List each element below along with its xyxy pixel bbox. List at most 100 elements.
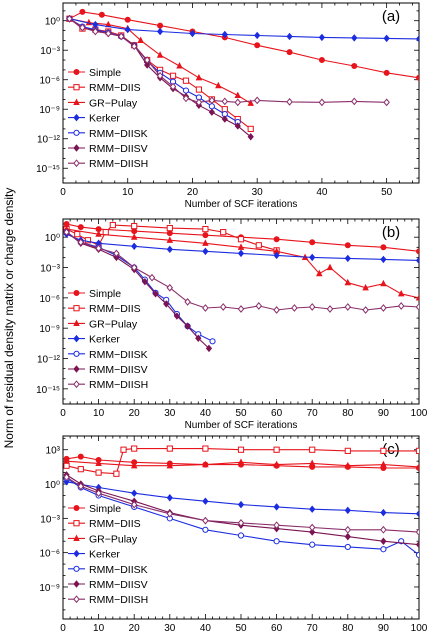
panel-b-series-rmm-diish-point <box>148 273 156 282</box>
panel-a-series-gr-pulay-point <box>247 99 254 106</box>
panel-a-series-rmm-diis-point <box>247 125 254 133</box>
panel-b-series-gr-pulay-point <box>202 239 209 246</box>
panel-c-series-rmm-diis-point <box>415 447 419 454</box>
panel-b-series-rmm-diis-point <box>220 229 227 236</box>
panel-c-xtick-label: 0 <box>60 623 66 634</box>
panel-b-legend-item-rmm-diis-marker <box>73 305 80 312</box>
panel-b-series-kerker-point <box>237 249 245 258</box>
panel-a-series-kerker-point <box>318 33 326 42</box>
panel-b-series-rmm-diisv-point <box>163 300 170 308</box>
panel-c-legend-item-rmm-diis: RMM−DIIS <box>68 518 141 530</box>
panel-a-series-simple-point <box>416 74 419 81</box>
panel-a-series-rmm-diish-point <box>351 97 358 106</box>
panel-b-xtick-label: 100 <box>411 408 428 419</box>
panel-c-legend-item-rmm-diisk-marker <box>73 565 80 572</box>
panel-a-xtick-label: 0 <box>60 187 66 198</box>
panel-b-series-kerker-point <box>202 247 209 256</box>
panel-a-series-simple-point <box>318 57 325 64</box>
panel-b-legend-item-kerker-label: Kerker <box>89 334 120 346</box>
panel-c-legend-item-simple-label: Simple <box>89 503 121 515</box>
panel-b-series-rmm-diish-point <box>166 283 174 292</box>
panel-c-series-rmm-diisk-point <box>344 543 351 551</box>
panel-c-ytick-label: 10³ <box>46 446 61 457</box>
panel-a-legend-item-rmm-diish-label: RMM−DIISH <box>89 158 148 170</box>
panel-a-series-simple-line <box>69 11 419 79</box>
panel-c-series-rmm-diisk-point <box>237 532 245 539</box>
panel-b-series-kerker-point <box>415 256 419 265</box>
panel-c-xtick-label: 70 <box>307 623 319 634</box>
panel-a-series-rmm-diish-point <box>92 27 99 36</box>
panel-c-series-rmm-diish-line <box>66 476 419 533</box>
panel-c-series-rmm-diish-point <box>273 521 280 530</box>
panel-a-series-gr-pulay-point <box>156 51 164 58</box>
panel-c-series-gr-pulay-point <box>202 460 209 468</box>
panel-a-series-rmm-diish-point <box>383 98 390 107</box>
panel-a-series-simple-point <box>286 49 293 56</box>
panel-c-ytick-label: 10⁰ <box>45 480 60 491</box>
panel-a-series-rmm-diisk-point <box>182 87 190 94</box>
panel-c-legend-item-gr-pulay: GR−Pulay <box>68 533 138 545</box>
panel-b-series-rmm-diish-point <box>326 305 334 313</box>
panel-c-series-rmm-diish-point <box>130 500 138 509</box>
panel-b-legend-item-rmm-diis-label: RMM−DIIS <box>89 303 141 315</box>
panel-c-series-simple-line <box>66 456 419 469</box>
panel-b-xtick-label: 90 <box>378 408 390 419</box>
panel-c-series-rmm-diish-point <box>237 519 245 527</box>
panel-b-series-rmm-diisk-point <box>209 338 216 345</box>
panel-b-series-rmm-diisv-point <box>173 312 181 320</box>
panel-c-legend-item-rmm-diisk-label: RMM−DIISK <box>89 564 148 576</box>
panel-a-series-simple-point <box>157 22 164 29</box>
panel-b-xtick-label: 0 <box>60 408 66 419</box>
panel-c-series-rmm-diish-point <box>77 482 85 491</box>
panel-a-legend-item-rmm-diisv-label: RMM−DIISV <box>89 143 148 155</box>
panel-b-series-rmm-diish-point <box>130 263 138 272</box>
panel-a-legend-item-kerker-label: Kerker <box>89 113 120 125</box>
panel-a-series-rmm-diish-point <box>130 42 138 51</box>
panel-b-series-rmm-diish-point <box>95 244 102 253</box>
panel-a-legend-item-kerker-marker <box>73 113 80 122</box>
panel-b-legend-item-kerker-marker <box>73 334 80 343</box>
panel-b-series-rmm-diis-point <box>84 237 92 244</box>
panel-b-series-rmm-diis-point <box>131 222 138 230</box>
panel-a-legend-item-gr-pulay: GR−Pulay <box>68 97 138 109</box>
panel-a-legend-item-rmm-diisk-marker <box>73 129 80 136</box>
panel-c-series-rmm-diish-point <box>166 509 174 518</box>
panel-c: 0 10 20 30 40 50 60 70 80 90 100 10³ 10⁰ 10⁻³ 10⁻⁶ 10⁻⁹… <box>39 435 428 634</box>
panel-b-ytick-label: 10⁻⁹ <box>39 324 60 335</box>
panel-b-series-simple-point <box>380 244 387 251</box>
panel-b-plot-area <box>63 221 419 353</box>
panel-b-series-rmm-diisv <box>63 228 213 353</box>
panel-b-series-kerker-point <box>131 242 138 251</box>
panel-a-series-kerker-point <box>124 25 131 34</box>
panel-b-series-rmm-diis-point <box>255 242 262 249</box>
panel-b-series-rmm-diish-point <box>219 303 227 311</box>
panel-c-legend-item-rmm-diish-label: RMM−DIISH <box>89 594 148 606</box>
panel-c-legend-item-rmm-diish: RMM−DIISH <box>68 594 148 606</box>
panel-b-series-simple-point <box>202 232 209 239</box>
panel-b-series-kerker-point <box>380 255 387 264</box>
panel-b-series-rmm-diish-point <box>273 306 280 314</box>
panel-c-series-rmm-diis-point <box>237 446 245 453</box>
panel-c-series-rmm-diish-point <box>63 473 70 482</box>
panel-b-series-rmm-diisv-point <box>152 290 159 298</box>
panel-a-legend-item-rmm-diisk: RMM−DIISK <box>68 128 148 140</box>
panel-c-xtick-label: 60 <box>271 623 283 634</box>
panel-c-series-gr-pulay-point <box>415 462 419 470</box>
panel-a-series-rmm-diish-point <box>221 97 229 106</box>
panel-b-legend-item-rmm-diis: RMM−DIIS <box>68 303 141 315</box>
panel-a: 0 10 20 30 40 50 10⁰ 10⁻³ 10⁻⁶ 10⁻⁹ 10⁻¹² 10⁻¹⁵ Numb… <box>36 2 420 210</box>
panel-a-xtick-label: 30 <box>252 187 264 198</box>
panel-a-series-simple-point <box>351 62 358 69</box>
panel-c-series-rmm-diisv-point <box>309 528 316 536</box>
panel-b-series-rmm-diish-point <box>63 228 70 237</box>
panel-a-legend-item-rmm-diisv: RMM−DIISV <box>68 143 148 155</box>
panel-c-series-rmm-diis-point <box>63 462 70 469</box>
panel-c-series-kerker-point <box>380 508 387 517</box>
panel-a-series-rmm-diish-point <box>253 96 261 105</box>
panel-b-legend-item-gr-pulay-label: GR−Pulay <box>89 318 138 330</box>
panel-b-series-rmm-diish-point <box>415 303 419 311</box>
panel-c-series-gr-pulay <box>63 457 419 470</box>
panel-b-xtick-label: 70 <box>307 408 319 419</box>
panel-c-xtick-label: 50 <box>235 623 247 634</box>
panel-c-series-gr-pulay-point <box>380 460 387 468</box>
